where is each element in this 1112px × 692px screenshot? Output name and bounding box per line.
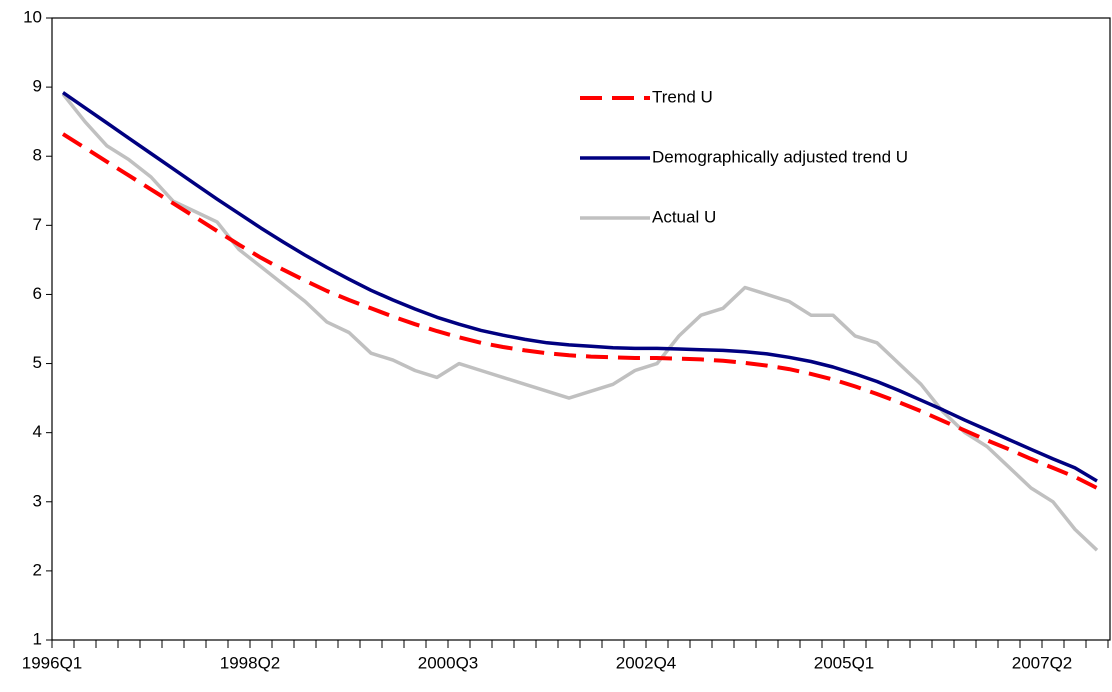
y-tick-label: 4 bbox=[33, 422, 42, 441]
y-tick-label: 1 bbox=[33, 629, 42, 648]
y-tick-label: 5 bbox=[33, 353, 42, 372]
x-tick-label: 1996Q1 bbox=[22, 653, 83, 672]
y-tick-label: 3 bbox=[33, 491, 42, 510]
y-tick-label: 10 bbox=[23, 7, 42, 26]
series-line bbox=[61, 92, 1099, 552]
y-tick-label: 9 bbox=[33, 77, 42, 96]
x-tick-label: 2002Q4 bbox=[616, 653, 677, 672]
x-tick-label: 2005Q1 bbox=[814, 653, 875, 672]
y-tick-label: 6 bbox=[33, 284, 42, 303]
legend-label: Trend U bbox=[652, 87, 713, 106]
y-tick-label: 2 bbox=[33, 560, 42, 579]
x-tick-label: 1998Q2 bbox=[220, 653, 281, 672]
y-tick-label: 7 bbox=[33, 215, 42, 234]
plot-frame bbox=[51, 17, 1111, 641]
x-tick-label: 2000Q3 bbox=[418, 653, 479, 672]
y-tick-label: 8 bbox=[33, 146, 42, 165]
legend-label: Actual U bbox=[652, 207, 716, 226]
series-line bbox=[61, 132, 1098, 490]
x-tick-label: 2007Q2 bbox=[1012, 653, 1073, 672]
legend-label: Demographically adjusted trend U bbox=[652, 147, 908, 166]
series-line bbox=[62, 91, 1098, 483]
